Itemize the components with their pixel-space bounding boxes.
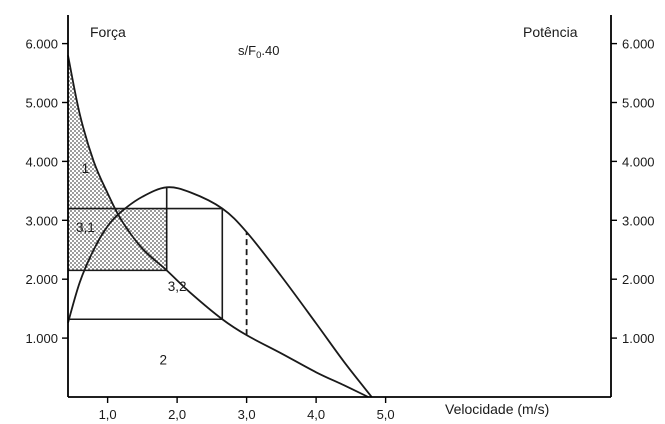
y-right-tick-label-4: 5.000 xyxy=(622,96,655,111)
y-right-tick-label-3: 4.000 xyxy=(622,154,655,169)
y-right-tick-label-5: 6.000 xyxy=(622,37,655,52)
y-left-tick-label-1: 2.000 xyxy=(25,272,58,287)
x-tick-label-0: 1,0 xyxy=(99,407,117,422)
region-label-0: 1 xyxy=(82,161,90,176)
force-velocity-curve xyxy=(67,55,369,398)
region-label-1: 3,1 xyxy=(76,220,95,235)
shaded-layer xyxy=(68,55,167,271)
ratio-annotation-main: s/F xyxy=(238,43,256,58)
y-right-tick-label-2: 3.000 xyxy=(622,213,655,228)
y-left-tick-label-0: 1.000 xyxy=(25,331,58,346)
ratio-annotation: s/F0.40 xyxy=(238,43,279,61)
regions-layer: 1 3,1 3,2 2 xyxy=(76,161,187,367)
y-left-tick-label-2: 3.000 xyxy=(25,213,58,228)
axes-layer xyxy=(67,15,612,398)
region-label-2: 3,2 xyxy=(168,279,187,294)
y-left-tick-label-3: 4.000 xyxy=(25,154,58,169)
y-right-tick-label-1: 2.000 xyxy=(622,272,655,287)
shaded-region-1 xyxy=(68,55,116,209)
ticks-layer: 1.000 1.000 2.000 2.000 3.000 3.000 4.000 4.000… xyxy=(25,37,654,422)
x-tick-label-4: 5,0 xyxy=(377,407,395,422)
y-right-tick-label-0: 1.000 xyxy=(622,331,655,346)
curves-layer xyxy=(67,55,373,398)
power-velocity-curve xyxy=(67,186,373,398)
labels-layer: Força Potência s/F0.40 Velocidade (m/s) xyxy=(90,24,578,417)
region-label-3: 2 xyxy=(159,353,167,368)
x-tick-label-2: 3,0 xyxy=(238,407,256,422)
y-right-axis-title: Potência xyxy=(523,24,578,40)
x-tick-label-3: 4,0 xyxy=(307,407,325,422)
x-tick-label-1: 2,0 xyxy=(168,407,186,422)
x-axis-title: Velocidade (m/s) xyxy=(445,401,549,417)
ratio-annotation-sub: 0 xyxy=(256,50,261,61)
ratio-annotation-rest: .40 xyxy=(261,43,279,58)
y-left-tick-label-5: 6.000 xyxy=(25,37,58,52)
shaded-region-0 xyxy=(68,208,167,271)
y-left-axis-title: Força xyxy=(90,24,126,40)
y-left-tick-label-4: 5.000 xyxy=(25,96,58,111)
